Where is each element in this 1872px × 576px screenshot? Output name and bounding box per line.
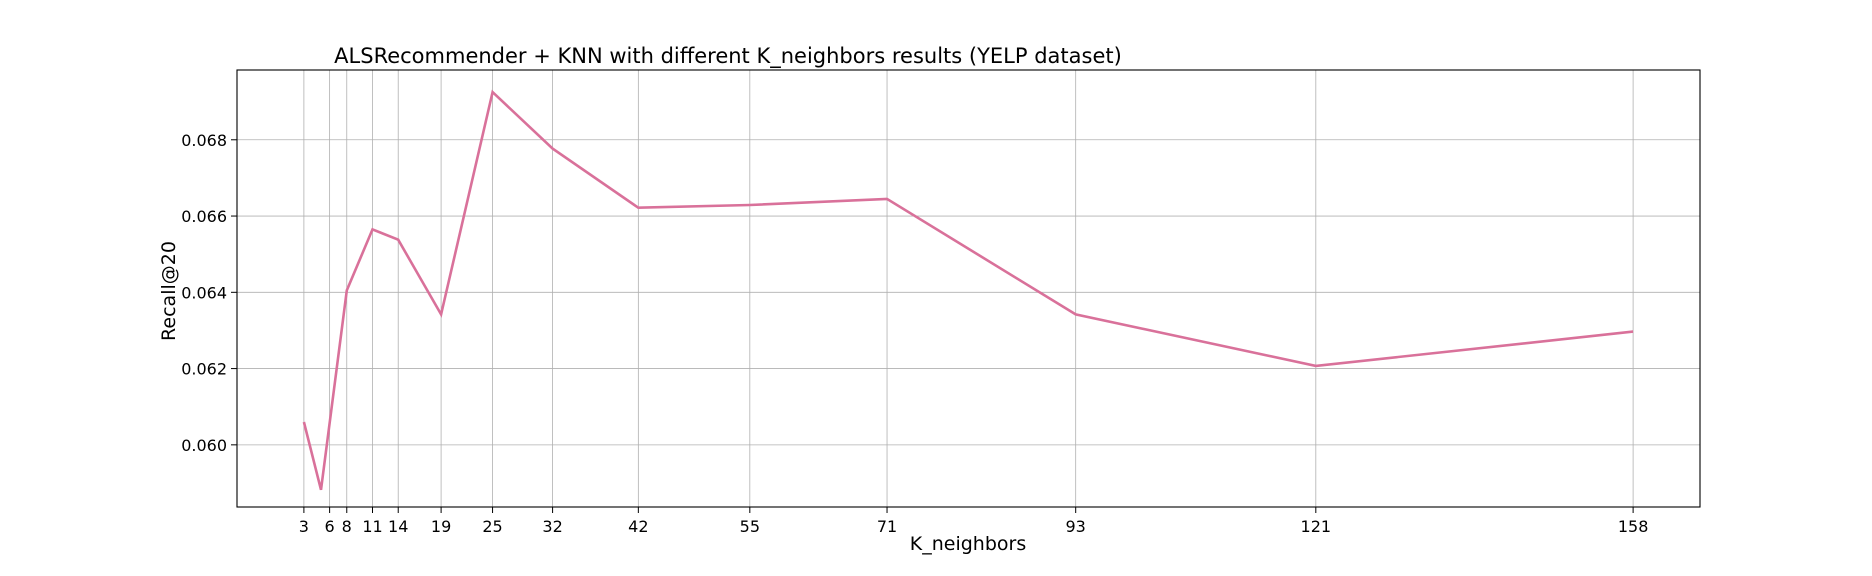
x-tick-label: 14	[388, 517, 408, 536]
y-tick-label: 0.068	[181, 131, 227, 150]
y-axis: 0.060 0.062 0.064 0.066 0.068	[181, 131, 237, 455]
y-axis-label: Recall@20	[158, 241, 180, 341]
x-tick-label: 19	[431, 517, 451, 536]
x-tick-label: 32	[542, 517, 562, 536]
plot-frame	[236, 69, 1701, 508]
x-axis: 3 6 8 11 14 19 25 32 42 55 71 93 121 158	[299, 507, 1649, 536]
x-axis-label: K_neighbors	[910, 533, 1026, 555]
grid-lines	[237, 70, 1700, 507]
chart-title: ALSRecommender + KNN with different K_ne…	[334, 44, 1122, 69]
x-tick-label: 42	[628, 517, 648, 536]
x-tick-label: 55	[740, 517, 760, 536]
x-tick-label: 11	[362, 517, 382, 536]
x-tick-label: 71	[877, 517, 897, 536]
x-tick-label: 121	[1301, 517, 1332, 536]
x-tick-label: 6	[325, 517, 335, 536]
x-tick-label: 25	[482, 517, 502, 536]
y-tick-label: 0.060	[181, 436, 227, 455]
x-tick-label: 93	[1066, 517, 1086, 536]
x-tick-label: 158	[1618, 517, 1649, 536]
x-tick-label: 8	[342, 517, 352, 536]
series-line	[302, 89, 1634, 491]
y-tick-label: 0.066	[181, 207, 227, 226]
y-tick-label: 0.062	[181, 360, 227, 379]
series-layer	[302, 89, 1634, 491]
x-tick-label: 3	[299, 517, 309, 536]
y-tick-label: 0.064	[181, 283, 227, 302]
